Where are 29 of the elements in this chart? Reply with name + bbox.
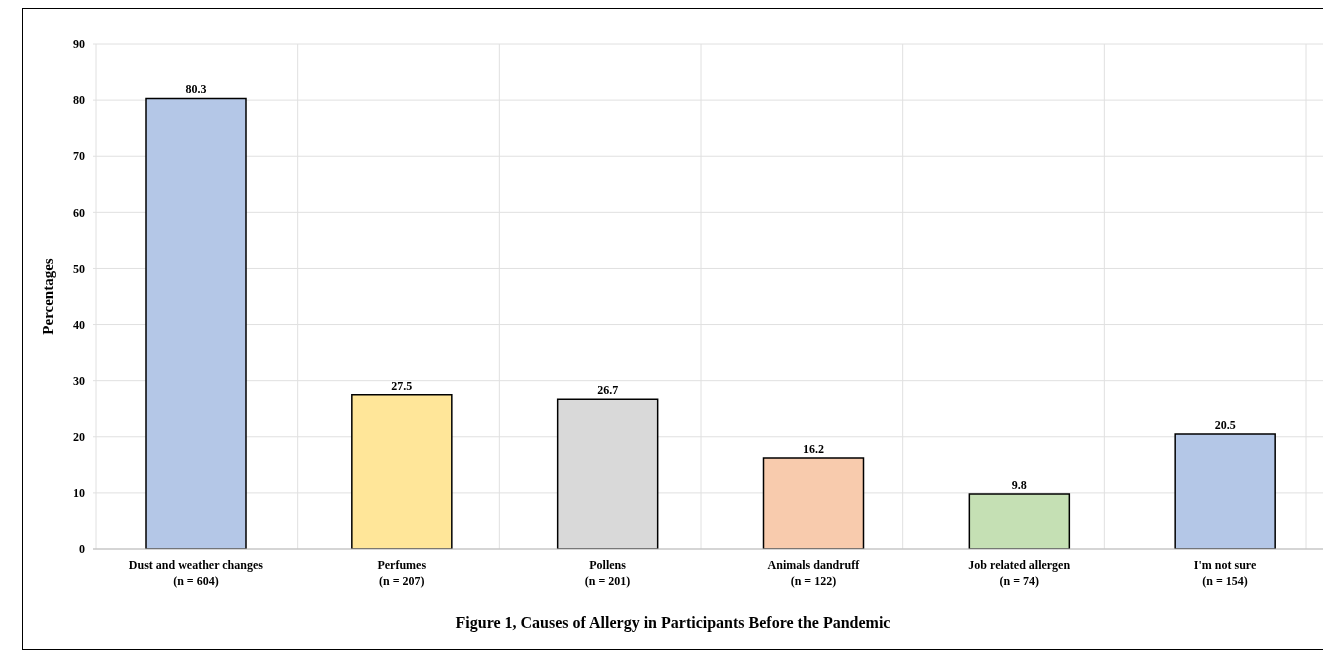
- y-tick-label: 40: [73, 317, 85, 332]
- x-tick-label: Pollens (n = 201): [584, 558, 631, 588]
- y-tick-label: 10: [73, 486, 85, 501]
- y-tick-label: 0: [79, 542, 85, 557]
- y-tick-label: 60: [73, 205, 85, 220]
- data-label: 80.3: [185, 82, 207, 97]
- x-tick-label: Dust and weather changes (n = 604): [128, 558, 264, 588]
- bar: [1174, 433, 1276, 549]
- data-label: 20.5: [1214, 417, 1236, 432]
- y-tick-label: 20: [73, 430, 85, 445]
- y-tick-label: 80: [73, 93, 85, 108]
- data-label: 27.5: [391, 378, 413, 393]
- bar: [762, 457, 865, 549]
- y-tick-label: 70: [73, 149, 85, 164]
- x-tick-label: Animals dandruff (n = 122): [767, 558, 861, 588]
- y-tick-label: 90: [73, 37, 85, 52]
- x-tick-label: Job related allergen (n = 74): [968, 558, 1071, 588]
- x-tick-label: Perfumes (n = 207): [377, 558, 427, 588]
- text: Figure 1, Causes of Allergy in Participants Before the Pandemic: [454, 614, 892, 632]
- bar: [145, 97, 247, 549]
- data-label: 9.8: [1011, 478, 1027, 493]
- y-tick-label: 30: [73, 373, 85, 388]
- bar: [351, 393, 453, 549]
- data-label: 16.2: [803, 442, 824, 457]
- bar: [968, 493, 1071, 549]
- y-axis-title: Percentages: [40, 258, 57, 335]
- y-tick-label: 50: [73, 261, 85, 276]
- x-tick-label: I'm not sure (n = 154): [1193, 558, 1257, 588]
- data-label: 26.7: [597, 383, 619, 398]
